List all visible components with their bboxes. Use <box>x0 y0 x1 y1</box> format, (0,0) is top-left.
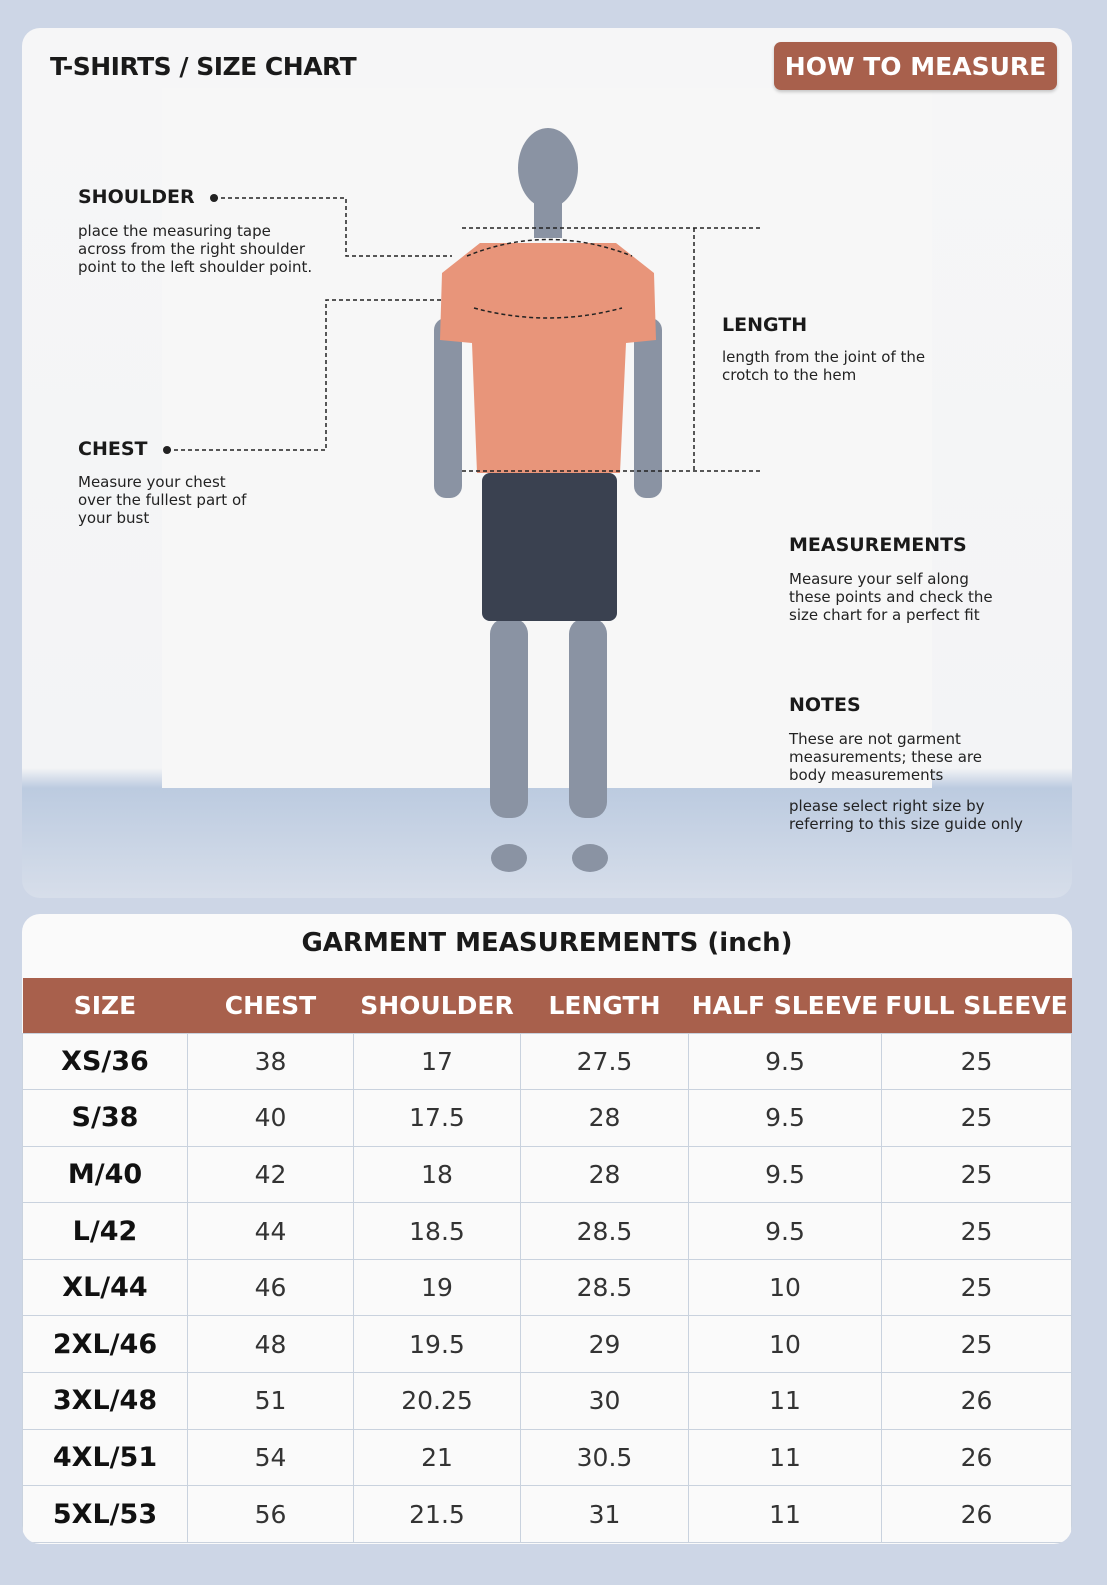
value-cell: 25 <box>881 1145 1072 1204</box>
value-cell: 17.5 <box>353 1089 521 1147</box>
value-cell: 54 <box>187 1428 354 1487</box>
table-row: XS/36 38 17 27.5 9.5 25 <box>22 1032 1072 1091</box>
table-row: L/42 44 18.5 28.5 9.5 25 <box>22 1202 1072 1260</box>
column-header: LENGTH <box>520 978 689 1033</box>
how-to-measure-button[interactable]: HOW TO MEASURE <box>774 42 1057 90</box>
table-row: XL/44 46 19 28.5 10 25 <box>22 1258 1072 1317</box>
value-cell: 21 <box>353 1428 521 1487</box>
value-cell: 40 <box>187 1089 354 1147</box>
value-cell: 10 <box>688 1258 882 1317</box>
value-cell: 29 <box>520 1315 689 1374</box>
value-cell: 30.5 <box>520 1428 689 1487</box>
value-cell: 30 <box>520 1372 689 1430</box>
value-cell: 9.5 <box>688 1089 882 1147</box>
measurements-heading: MEASUREMENTS <box>789 534 967 556</box>
table-row: 5XL/53 56 21.5 31 11 26 <box>22 1485 1072 1543</box>
value-cell: 26 <box>881 1485 1072 1543</box>
size-cell: 3XL/48 <box>22 1372 188 1430</box>
value-cell: 19 <box>353 1258 521 1317</box>
value-cell: 9.5 <box>688 1202 882 1260</box>
value-cell: 25 <box>881 1315 1072 1374</box>
notes-text-2: please select right size by referring to… <box>789 797 1023 833</box>
t-shirt <box>440 243 656 473</box>
size-cell: XS/36 <box>22 1032 188 1091</box>
size-cell: 2XL/46 <box>22 1315 188 1374</box>
table-row: 2XL/46 48 19.5 29 10 25 <box>22 1315 1072 1374</box>
column-header: FULL SLEEVE <box>881 978 1072 1033</box>
table-row: M/40 42 18 28 9.5 25 <box>22 1145 1072 1204</box>
chest-heading: CHEST <box>78 438 148 460</box>
size-table: SIZE CHEST SHOULDER LENGTH HALF SLEEVE FULL S… <box>22 978 1072 1543</box>
value-cell: 28.5 <box>520 1202 689 1260</box>
value-cell: 11 <box>688 1428 882 1487</box>
table-header-row: SIZE CHEST SHOULDER LENGTH HALF SLEEVE FULL S… <box>22 978 1072 1033</box>
value-cell: 17 <box>353 1032 521 1091</box>
chest-line <box>167 299 442 451</box>
size-cell: 4XL/51 <box>22 1428 188 1487</box>
page-title: T-SHIRTS / SIZE CHART <box>50 52 357 81</box>
value-cell: 26 <box>881 1372 1072 1430</box>
table-row: 4XL/51 54 21 30.5 11 26 <box>22 1428 1072 1487</box>
length-heading: LENGTH <box>722 314 808 336</box>
value-cell: 31 <box>520 1485 689 1543</box>
value-cell: 9.5 <box>688 1032 882 1091</box>
value-cell: 9.5 <box>688 1145 882 1204</box>
value-cell: 25 <box>881 1258 1072 1317</box>
size-cell: M/40 <box>22 1145 188 1204</box>
length-text: length from the joint of the crotch to t… <box>722 348 926 384</box>
value-cell: 11 <box>688 1372 882 1430</box>
how-to-measure-panel: T-SHIRTS / SIZE CHART HOW TO MEASURE SHO… <box>22 28 1072 898</box>
value-cell: 26 <box>881 1428 1072 1487</box>
length-line <box>462 227 762 472</box>
measurements-text: Measure your self along these points and… <box>789 570 993 624</box>
value-cell: 10 <box>688 1315 882 1374</box>
value-cell: 56 <box>187 1485 354 1543</box>
column-header: SIZE <box>22 978 188 1033</box>
column-header: CHEST <box>187 978 354 1033</box>
chest-text: Measure your chest over the fullest part… <box>78 473 247 527</box>
shoulder-line <box>214 197 452 257</box>
value-cell: 48 <box>187 1315 354 1374</box>
value-cell: 51 <box>187 1372 354 1430</box>
shoulder-text: place the measuring tape across from the… <box>78 222 313 276</box>
value-cell: 28.5 <box>520 1258 689 1317</box>
table-title: GARMENT MEASUREMENTS (inch) <box>301 928 793 958</box>
value-cell: 42 <box>187 1145 354 1204</box>
value-cell: 25 <box>881 1032 1072 1091</box>
shorts <box>482 473 617 621</box>
value-cell: 19.5 <box>353 1315 521 1374</box>
value-cell: 18.5 <box>353 1202 521 1260</box>
head <box>518 128 578 208</box>
size-cell: S/38 <box>22 1089 188 1147</box>
value-cell: 11 <box>688 1485 882 1543</box>
value-cell: 25 <box>881 1089 1072 1147</box>
mannequin-illustration <box>163 128 762 872</box>
notes-heading: NOTES <box>789 694 861 716</box>
size-cell: XL/44 <box>22 1258 188 1317</box>
column-header: HALF SLEEVE <box>688 978 882 1033</box>
table-row: 3XL/48 51 20.25 30 11 26 <box>22 1372 1072 1430</box>
value-cell: 27.5 <box>520 1032 689 1091</box>
value-cell: 21.5 <box>353 1485 521 1543</box>
table-row: S/38 40 17.5 28 9.5 25 <box>22 1089 1072 1147</box>
value-cell: 46 <box>187 1258 354 1317</box>
shoulder-heading: SHOULDER <box>78 186 195 208</box>
column-header: SHOULDER <box>353 978 521 1033</box>
size-cell: L/42 <box>22 1202 188 1260</box>
value-cell: 44 <box>187 1202 354 1260</box>
value-cell: 25 <box>881 1202 1072 1260</box>
value-cell: 38 <box>187 1032 354 1091</box>
value-cell: 18 <box>353 1145 521 1204</box>
size-table-panel: GARMENT MEASUREMENTS (inch) SIZE CHEST SHO… <box>22 914 1072 1544</box>
size-cell: 5XL/53 <box>22 1485 188 1543</box>
value-cell: 28 <box>520 1145 689 1204</box>
notes-text-1: These are not garment measurements; thes… <box>789 730 982 784</box>
value-cell: 28 <box>520 1089 689 1147</box>
value-cell: 20.25 <box>353 1372 521 1430</box>
